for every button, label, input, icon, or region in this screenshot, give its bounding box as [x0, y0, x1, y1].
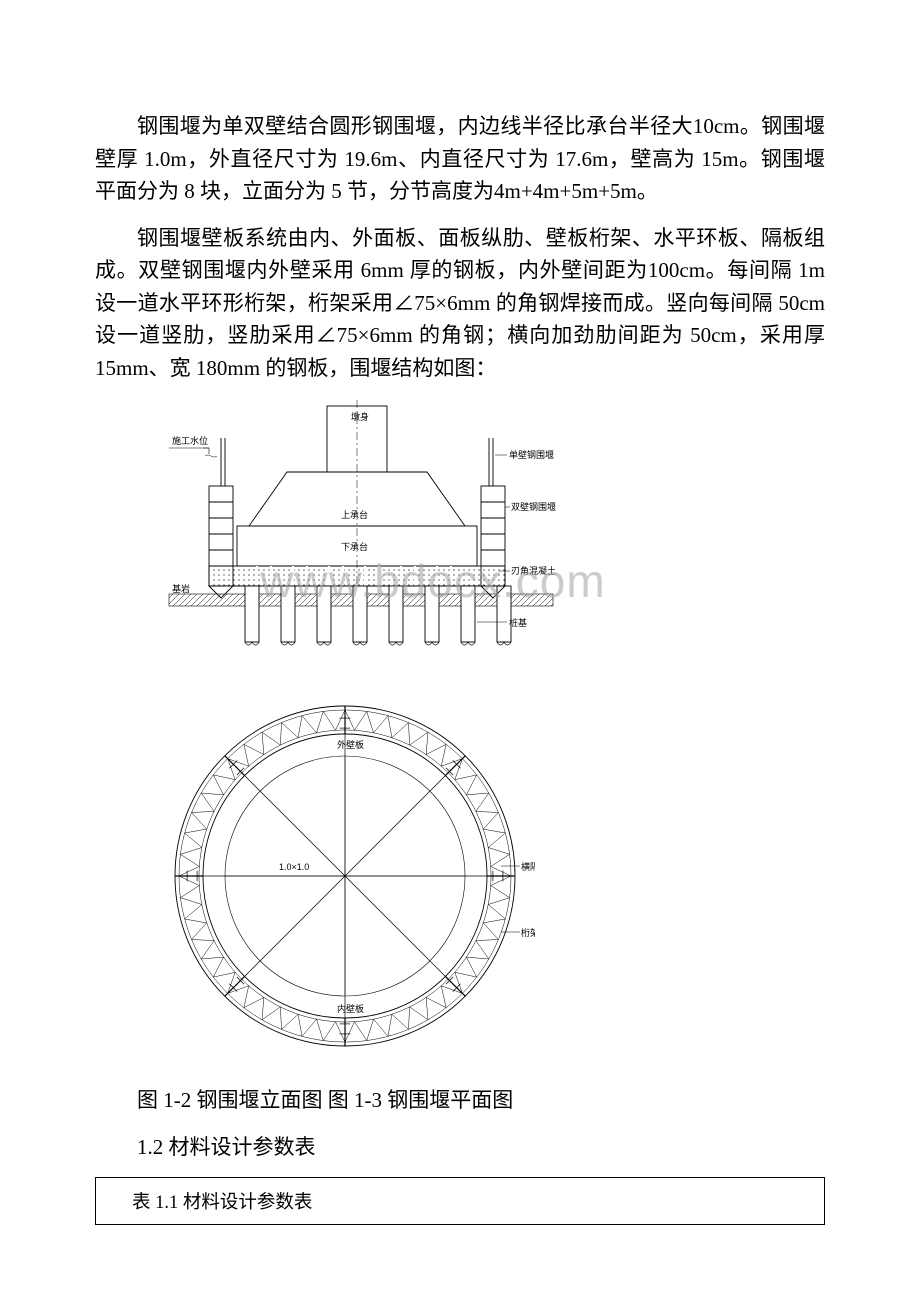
- label-outer-wall: 外壁板: [337, 739, 364, 750]
- paragraph-1: 钢围堰为单双壁结合圆形钢围堰，内边线半径比承台半径大10cm。钢围堰壁厚 1.0…: [95, 110, 825, 208]
- label-right-2: 桁架: [521, 927, 535, 938]
- label-blade-concrete: 刃角混凝土: [511, 565, 556, 576]
- section-title: 1.2 材料设计参数表: [95, 1131, 825, 1164]
- plan-figure: 1.0×1.0 外壁板 横隔板 桁架 内壁板: [155, 686, 535, 1066]
- label-water-level: 施工水位: [172, 435, 208, 446]
- label-upper-cap: 上承台: [341, 509, 368, 520]
- label-inner-wall: 内壁板: [337, 1003, 364, 1014]
- paragraph-2: 钢围堰壁板系统由内、外面板、面板纵肋、壁板桁架、水平环板、隔板组成。双壁钢围堰内…: [95, 222, 825, 385]
- label-left-dim: 1.0×1.0: [279, 862, 309, 872]
- table-title-box: 表 1.1 材料设计参数表: [95, 1177, 825, 1225]
- label-lower-cap: 下承台: [341, 541, 368, 552]
- figure-caption: 图 1-2 钢围堰立面图 图 1-3 钢围堰平面图: [95, 1084, 825, 1117]
- figure-area: 墩身 施工水位 单壁钢围堰: [95, 398, 825, 1066]
- label-right-1: 横隔板: [521, 861, 535, 872]
- elevation-figure: 墩身 施工水位 单壁钢围堰: [117, 398, 597, 678]
- label-single-wall: 单壁钢围堰: [509, 449, 554, 460]
- table-title-text: 表 1.1 材料设计参数表: [132, 1193, 312, 1213]
- label-pile: 桩基: [509, 617, 527, 628]
- label-double-wall: 双壁钢围堰: [511, 501, 556, 512]
- label-body: 墩身: [351, 411, 369, 422]
- label-foundation: 基岩: [172, 583, 190, 594]
